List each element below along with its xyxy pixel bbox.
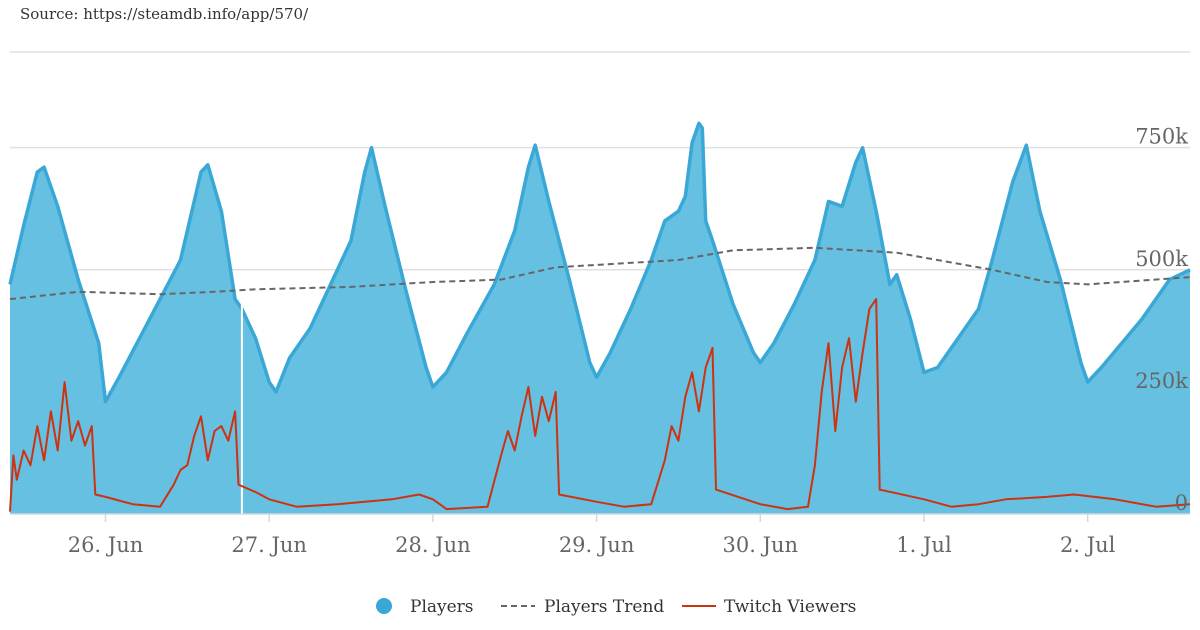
x-tick-label: 28. Jun [395, 533, 471, 557]
y-tick-label: 0 [1175, 491, 1188, 515]
x-tick-label: 27. Jun [231, 533, 307, 557]
players-area [10, 123, 1190, 515]
x-tick-label: 2. Jul [1060, 533, 1116, 557]
legend-players-symbol[interactable] [376, 598, 392, 614]
legend-twitch-label[interactable]: Twitch Viewers [724, 597, 856, 617]
x-tick-label: 29. Jun [559, 533, 635, 557]
legend-players-label[interactable]: Players [410, 597, 474, 617]
y-tick-label: 250k [1135, 369, 1188, 393]
x-tick-label: 30. Jun [723, 533, 799, 557]
y-tick-label: 750k [1135, 125, 1188, 149]
source-text: Source: https://steamdb.info/app/570/ [20, 5, 309, 23]
players-line [8, 121, 1191, 404]
legend-trend-label[interactable]: Players Trend [544, 597, 664, 617]
y-tick-label: 500k [1135, 247, 1188, 271]
x-tick-label: 26. Jun [68, 533, 144, 557]
twitch-viewers-line [9, 298, 1191, 512]
players-trend-line [9, 246, 1191, 301]
x-tick-label: 1. Jul [896, 533, 952, 557]
